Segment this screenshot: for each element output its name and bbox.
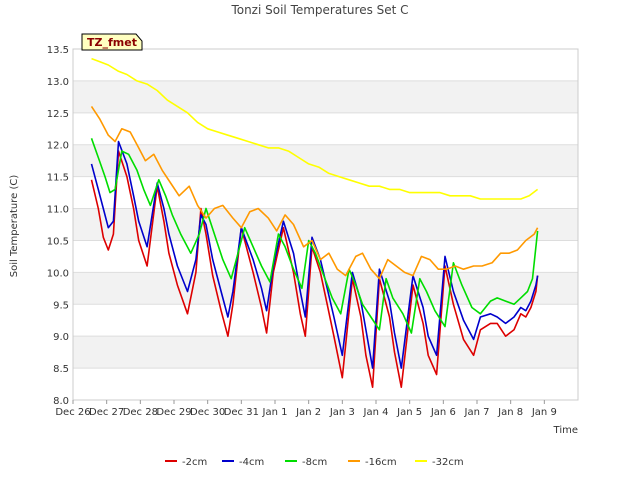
x-tick-label: Jan 9 bbox=[531, 407, 557, 418]
y-axis-ticks: 8.0 8.5 9.0 9.5 10.0 10.5 11.0 11.5 12.0 12.5 13.0… bbox=[47, 45, 69, 407]
station-badge-box bbox=[81, 33, 143, 51]
series-line-minus-32cm bbox=[91, 57, 539, 200]
x-tick-label: Jan 8 bbox=[497, 407, 523, 418]
x-tick-label: Jan 5 bbox=[396, 407, 422, 418]
band bbox=[73, 80, 578, 113]
x-tick-label: Dec 27 bbox=[89, 407, 124, 418]
y-tick-label: 11.0 bbox=[47, 205, 69, 216]
x-tick-label: Dec 30 bbox=[190, 407, 225, 418]
y-tick-label: 9.0 bbox=[53, 332, 69, 343]
y-tick-label: 10.0 bbox=[47, 268, 69, 279]
y-tick-label: 8.0 bbox=[53, 396, 69, 407]
x-tick-label: Dec 31 bbox=[224, 407, 259, 418]
y-tick-label: 13.0 bbox=[47, 77, 69, 88]
legend-label: -2cm bbox=[182, 457, 207, 468]
series-line-minus-4cm bbox=[90, 140, 539, 369]
y-tick-label: 12.5 bbox=[47, 109, 69, 120]
x-tick-label: Jan 1 bbox=[262, 407, 288, 418]
x-tick-label: Jan 2 bbox=[295, 407, 321, 418]
x-tick-label: Jan 7 bbox=[464, 407, 490, 418]
legend-item: -8cm bbox=[285, 457, 327, 468]
legend-label: -32cm bbox=[432, 457, 464, 468]
series-layer bbox=[90, 57, 539, 389]
plot-frame bbox=[72, 48, 579, 401]
x-tick-label: Dec 28 bbox=[123, 407, 158, 418]
station-badge-label: TZ_fmet bbox=[87, 36, 137, 49]
y-tick-label: 8.5 bbox=[53, 364, 69, 375]
x-tick-label: Dec 29 bbox=[156, 407, 191, 418]
x-axis-label: Time bbox=[553, 425, 578, 436]
y-tick-label: 13.5 bbox=[47, 45, 69, 56]
legend-item: -32cm bbox=[415, 457, 464, 468]
y-tick-label: 11.5 bbox=[47, 173, 69, 184]
y-tick-label: 12.0 bbox=[47, 141, 69, 152]
y-axis-label: Soil Temperature (C) bbox=[9, 175, 20, 278]
series-line-minus-16cm bbox=[90, 105, 539, 280]
legend-label: -16cm bbox=[365, 457, 397, 468]
legend-item: -16cm bbox=[348, 457, 397, 468]
band bbox=[73, 336, 578, 369]
band bbox=[73, 208, 578, 241]
y-tick-label: 10.5 bbox=[47, 236, 69, 247]
plot-background-bands bbox=[73, 80, 578, 369]
legend-item: -2cm bbox=[165, 457, 207, 468]
series-line-minus-8cm bbox=[90, 138, 539, 334]
series-line-minus-2cm bbox=[90, 150, 539, 389]
station-badge: TZ_fmet bbox=[81, 33, 143, 51]
chart-title: Tonzi Soil Temperatures Set C bbox=[230, 3, 408, 17]
legend-item: -4cm bbox=[222, 457, 264, 468]
x-tick-label: Jan 4 bbox=[363, 407, 389, 418]
x-tick-label: Jan 6 bbox=[430, 407, 456, 418]
legend-label: -8cm bbox=[302, 457, 327, 468]
x-tick-label: Dec 26 bbox=[55, 407, 90, 418]
legend: -2cm -4cm -8cm -16cm -32cm bbox=[165, 457, 464, 468]
x-tick-label: Jan 3 bbox=[329, 407, 355, 418]
legend-label: -4cm bbox=[239, 457, 264, 468]
y-tick-label: 9.5 bbox=[53, 300, 69, 311]
